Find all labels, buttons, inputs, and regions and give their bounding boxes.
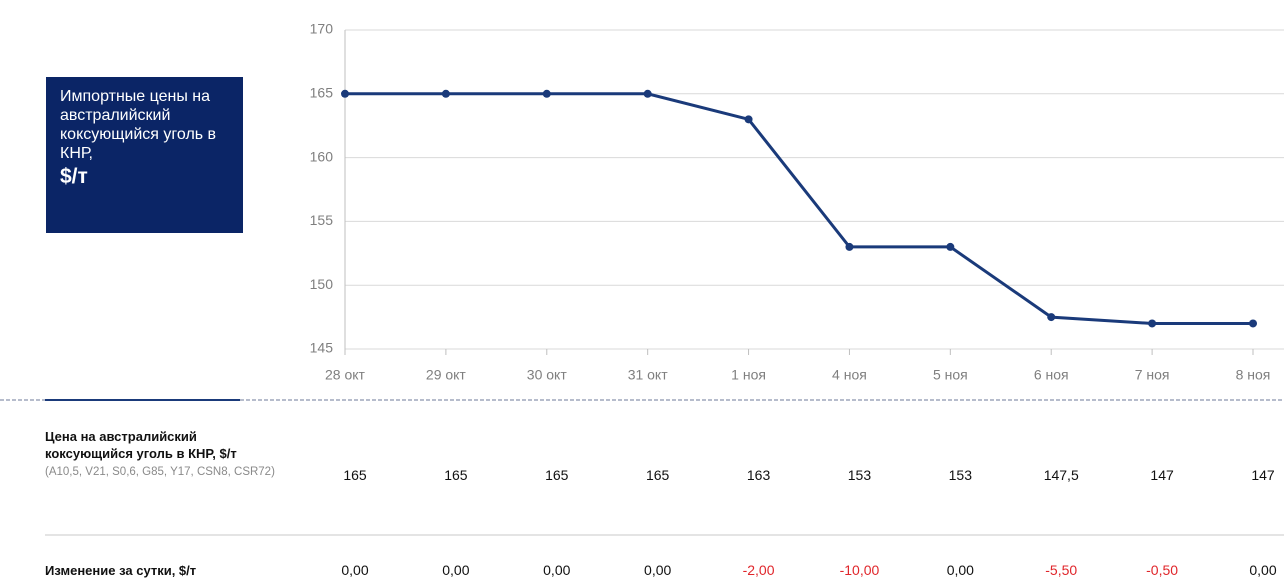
chart-unit: $/т xyxy=(60,165,88,188)
table-cell: 165 xyxy=(343,467,367,483)
table-cell: 0,00 xyxy=(1249,562,1277,578)
row-label: Изменение за сутки, $/т xyxy=(45,563,197,578)
table-cell: -2,00 xyxy=(742,562,775,578)
x-tick-label: 8 ноя xyxy=(1236,367,1271,383)
x-tick-label: 5 ноя xyxy=(933,367,968,383)
marker xyxy=(1047,313,1056,322)
table-cell: 153 xyxy=(948,467,973,483)
x-tick-label: 29 окт xyxy=(426,367,467,383)
title-box: Импортные цены на австралийский коксующи… xyxy=(46,77,243,233)
marker xyxy=(1148,319,1157,328)
x-tick-label: 30 окт xyxy=(527,367,568,383)
table-cell: 165 xyxy=(444,467,468,483)
marker xyxy=(1249,319,1257,328)
table-cell: 147 xyxy=(1150,467,1174,483)
table-cell: 0,00 xyxy=(341,562,369,578)
table-cell: -5,50 xyxy=(1045,562,1078,578)
x-tick-label: 6 ноя xyxy=(1034,367,1069,383)
row-label: Цена на австралийский коксующийся уголь … xyxy=(45,429,237,461)
marker xyxy=(643,89,652,98)
marker xyxy=(542,89,551,98)
y-tick-label: 145 xyxy=(310,340,334,356)
table-cell: 0,00 xyxy=(543,562,571,578)
table-cell: 0,00 xyxy=(946,562,974,578)
line xyxy=(345,92,1253,325)
table-cell: 165 xyxy=(645,467,670,483)
y-tick-label: 170 xyxy=(310,21,334,37)
marker xyxy=(744,115,753,124)
x-tick-label: 31 окт xyxy=(628,367,669,383)
x-tick-label: 28 окт xyxy=(325,367,366,383)
marker xyxy=(845,242,854,251)
marker xyxy=(341,89,349,98)
table-cell: -0,50 xyxy=(1146,562,1179,578)
y-tick-label: 160 xyxy=(310,148,334,164)
x-tick-label: 1 ноя xyxy=(731,367,766,383)
chart-title: Импортные цены на австралийский коксующи… xyxy=(60,88,217,162)
x-tick-label: 7 ноя xyxy=(1135,367,1170,383)
table-cell: 0,00 xyxy=(442,562,470,578)
y-tick-label: 165 xyxy=(310,85,334,101)
marker xyxy=(441,89,450,98)
table-cell: 147,5 xyxy=(1043,467,1079,483)
table-cell: 147 xyxy=(1251,467,1275,483)
row-sublabel: (A10,5, V21, S0,6, G85, Y17, CSN8, CSR72… xyxy=(45,466,275,478)
y-tick-label: 150 xyxy=(310,276,334,292)
table-cell: 165 xyxy=(545,467,569,483)
y-tick-label: 155 xyxy=(310,212,334,228)
table-cell: 163 xyxy=(746,467,771,483)
table-cell: 0,00 xyxy=(644,562,672,578)
table-cell: -10,00 xyxy=(839,562,880,578)
table-cell: 153 xyxy=(847,467,872,483)
x-tick-label: 4 ноя xyxy=(832,367,867,383)
marker xyxy=(946,242,955,251)
